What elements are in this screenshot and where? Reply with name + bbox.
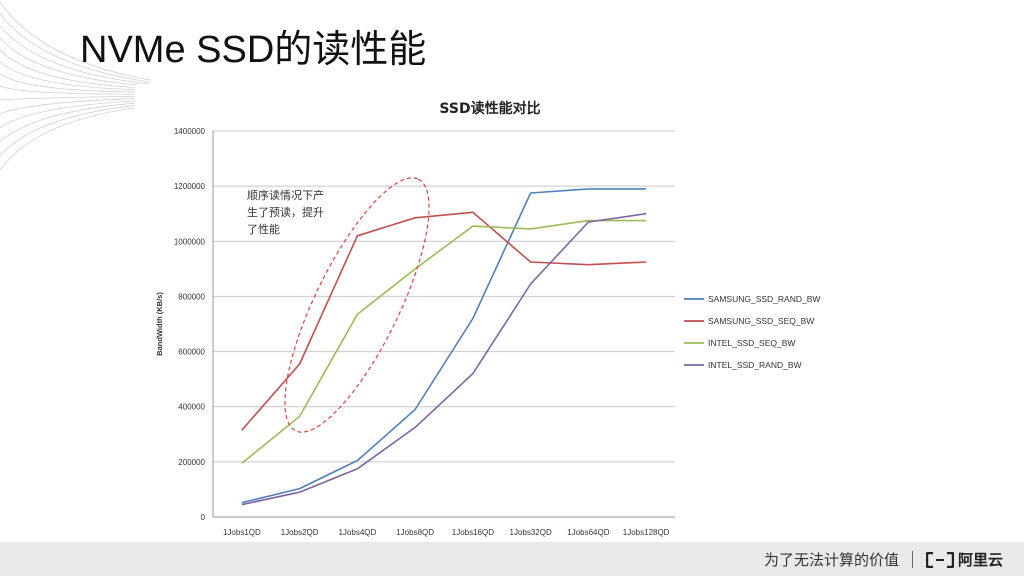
y-tick-label: 1200000 [174,182,206,191]
y-tick-label: 0 [201,513,206,522]
y-tick-label: 600000 [178,348,205,357]
y-tick-label: 400000 [178,403,205,412]
legend-label: SAMSUNG_SSD_RAND_BW [708,294,820,304]
x-tick-label: 1Jobs16QD [452,528,494,537]
series-line-samsung-ssd-seq-bw [241,211,647,431]
footer-bar: 为了无法计算的价值 阿里云 [0,542,1024,576]
y-axis-title: BandWidth (KB/s) [155,292,164,356]
highlight-ellipse [284,177,430,433]
series-line-samsung-ssd-rand-bw [241,188,647,504]
y-tick-label: 200000 [178,458,205,467]
annotation-line-2: 生了预读，提升 [247,205,324,219]
chart-title: SSD读性能对比 [439,100,540,117]
legend-label: INTEL_SSD_SEQ_BW [708,338,795,348]
chart-container: SSD读性能对比 0 200000 400000 600000 800000 100000… [135,85,838,542]
x-tick-label: 1Jobs64QD [567,528,609,537]
x-tick-label: 1Jobs4QD [338,528,376,537]
x-tick-label: 1Jobs128QD [623,528,670,537]
y-tick-label: 800000 [178,292,205,301]
legend-label: SAMSUNG_SSD_SEQ_BW [708,316,814,326]
x-tick-label: 1Jobs2QD [281,528,319,537]
x-tick-label: 1Jobs1QD [223,528,261,537]
decorative-swoosh [0,1,151,171]
footer-divider [912,551,913,568]
y-tick-label: 1000000 [174,237,206,246]
page-title: NVMe SSD的读性能 [80,29,427,71]
x-tick-label: 1Jobs8QD [396,528,434,537]
annotation-line-3: 了性能 [247,222,280,236]
footer-brand: 阿里云 [958,551,1004,569]
series-line-intel-ssd-seq-bw [241,219,647,464]
x-tick-label: 1Jobs32QD [510,528,552,537]
chart-canvas: SSD读性能对比 0 200000 400000 600000 800000 100000… [155,100,820,537]
series-line-intel-ssd-rand-bw [241,212,647,506]
annotation-line-1: 顺序读情况下产 [247,188,324,202]
legend-label: INTEL_SSD_RAND_BW [708,360,802,370]
footer-slogan: 为了无法计算的价值 [763,551,899,569]
y-tick-label: 1400000 [174,127,206,136]
aliyun-logo-icon [926,552,954,568]
